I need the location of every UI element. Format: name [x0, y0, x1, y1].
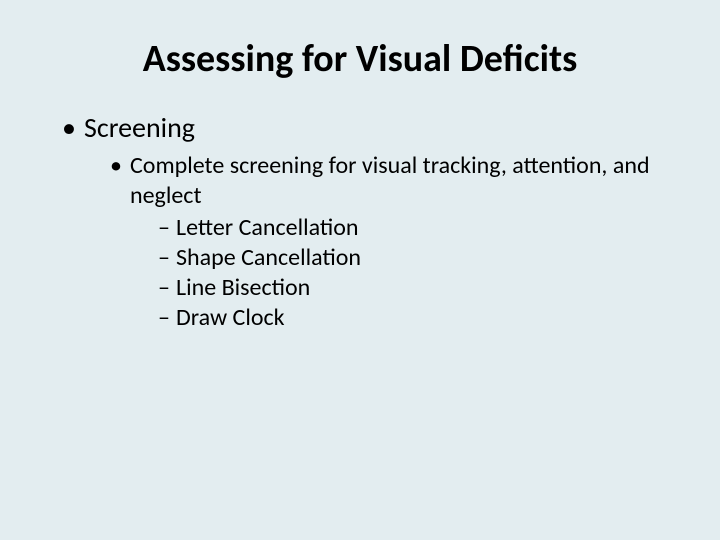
bullet-level2-text: Complete screening for visual tracking, … — [130, 151, 676, 211]
dash-marker: – — [158, 303, 176, 333]
bullet-level2: •Complete screening for visual tracking,… — [62, 151, 680, 211]
bullet-level3: –Shape Cancellation — [62, 243, 680, 273]
bullet-level3: –Letter Cancellation — [62, 213, 680, 243]
bullet-marker: • — [110, 151, 130, 181]
bullet-level3-text: Line Bisection — [176, 273, 310, 302]
bullet-level3-text: Letter Cancellation — [176, 213, 359, 242]
dash-marker: – — [158, 243, 176, 273]
bullet-level3-text: Draw Clock — [176, 303, 285, 332]
slide: Assessing for Visual Deficits •Screening… — [0, 0, 720, 540]
bullet-level3-text: Shape Cancellation — [176, 243, 361, 272]
slide-title: Assessing for Visual Deficits — [0, 0, 720, 110]
bullet-level1-text: Screening — [84, 110, 195, 145]
slide-content: •Screening •Complete screening for visua… — [0, 110, 720, 333]
bullet-level1: •Screening — [62, 110, 680, 145]
bullet-level3: –Line Bisection — [62, 273, 680, 303]
dash-marker: – — [158, 273, 176, 303]
bullet-level3: –Draw Clock — [62, 303, 680, 333]
dash-marker: – — [158, 213, 176, 243]
bullet-marker: • — [62, 110, 84, 145]
